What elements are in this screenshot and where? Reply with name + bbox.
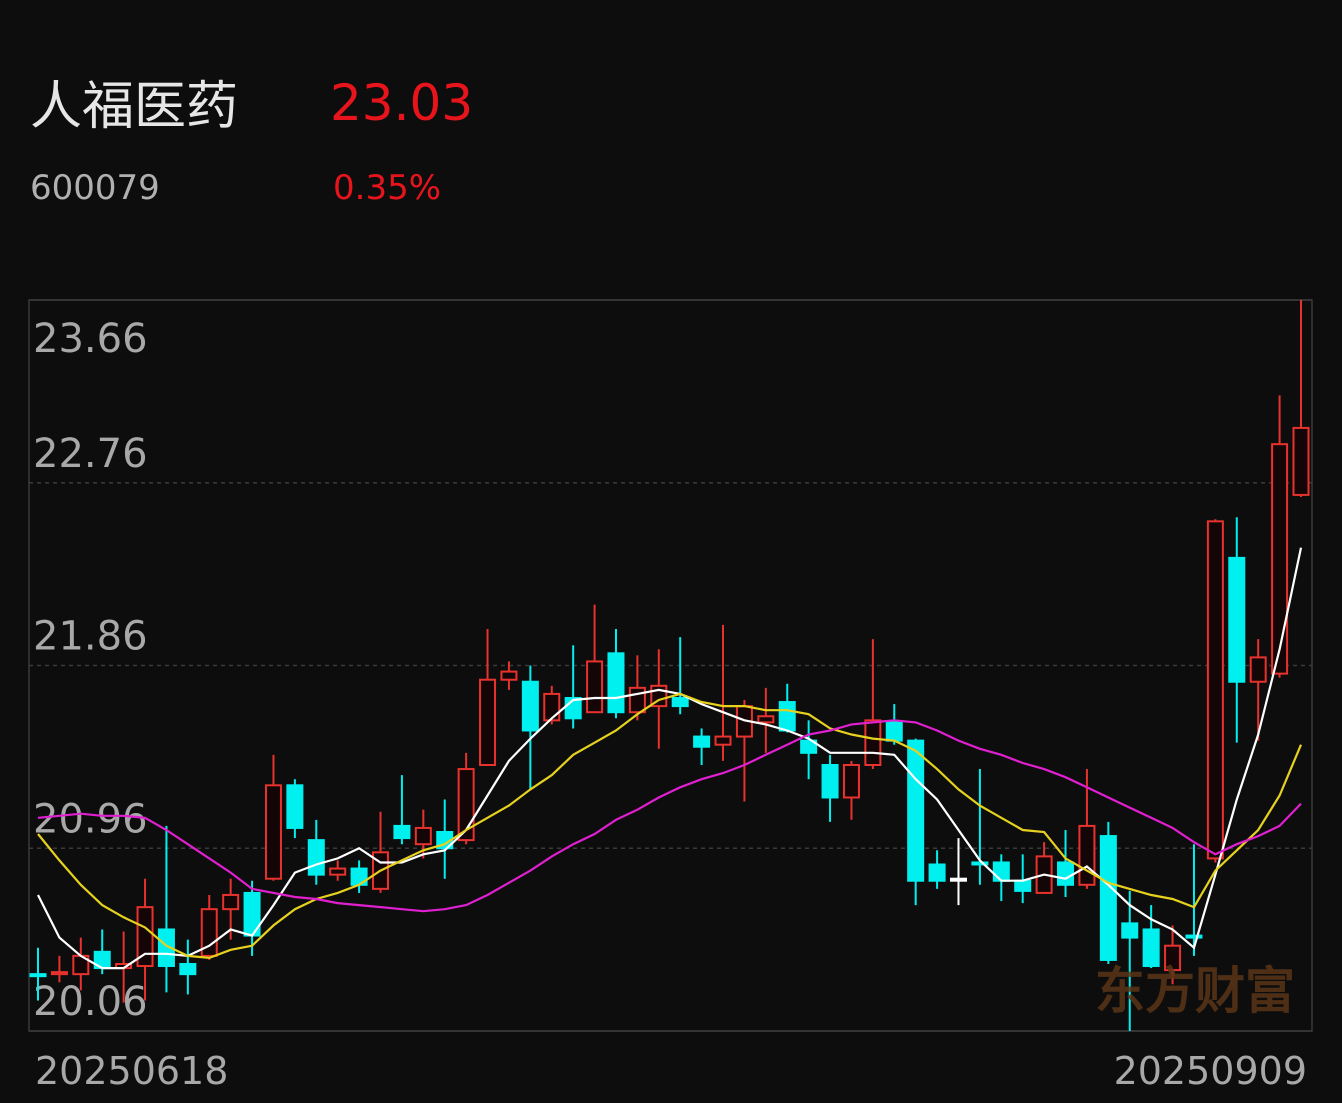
- candle-body: [1164, 944, 1182, 972]
- moving-average-line: [37, 719, 1302, 913]
- y-tick-label: 23.66: [33, 316, 148, 362]
- y-tick-label: 20.96: [33, 796, 148, 842]
- candle-body: [136, 906, 154, 968]
- candle-body: [393, 824, 411, 840]
- candle-body: [264, 784, 282, 880]
- x-tick-label: 20250909: [1114, 1049, 1307, 1093]
- candle-body: [907, 739, 925, 882]
- y-tick-label: 22.76: [33, 431, 148, 477]
- candle-body: [521, 680, 539, 732]
- candle-body: [157, 928, 175, 968]
- candle-body: [1014, 879, 1032, 892]
- moving-average-line: [37, 547, 1303, 970]
- candle-body: [928, 863, 946, 882]
- candle-body: [971, 861, 989, 866]
- candle-body: [29, 973, 47, 978]
- stock-name: 人福医药: [30, 77, 238, 137]
- candle-body: [992, 861, 1010, 882]
- candle-body: [864, 719, 882, 766]
- candle-body: [628, 686, 646, 714]
- candle-body: [1121, 922, 1139, 939]
- candle-body: [842, 763, 860, 799]
- candle-body: [286, 784, 304, 829]
- candle-body: [1057, 861, 1075, 886]
- candle-body: [1078, 824, 1096, 886]
- candle-body: [1142, 928, 1160, 968]
- candle-body: [1099, 835, 1117, 961]
- candle-body: [414, 826, 432, 846]
- candle-body: [307, 839, 325, 876]
- stock-price: 23.03: [330, 74, 473, 132]
- y-tick-label: 20.06: [33, 979, 148, 1025]
- candle-body: [50, 971, 68, 976]
- candle-body: [1185, 934, 1203, 939]
- candle-body: [586, 660, 604, 714]
- candle-body: [757, 715, 775, 724]
- candle-body: [714, 735, 732, 746]
- candle-body: [479, 678, 497, 766]
- candle-body: [1292, 426, 1310, 496]
- x-tick-label: 20250618: [35, 1049, 228, 1093]
- candle-body: [949, 877, 967, 882]
- candle-body: [329, 867, 347, 876]
- candle-body: [1271, 443, 1289, 675]
- candle-body: [1228, 556, 1246, 683]
- stock-code: 600079: [30, 168, 160, 208]
- candle-body: [778, 701, 796, 732]
- y-tick-label: 21.86: [33, 614, 148, 660]
- candle-body: [693, 735, 711, 748]
- candle-body: [1249, 656, 1267, 683]
- candle-body: [671, 696, 689, 708]
- candle-body: [543, 692, 561, 722]
- candle-body: [222, 893, 240, 911]
- candle-body: [1206, 520, 1224, 860]
- candle-body: [607, 652, 625, 714]
- candle-body: [179, 962, 197, 976]
- candle-body: [821, 763, 839, 799]
- price-change: 0.35%: [333, 168, 441, 208]
- candle-body: [500, 670, 518, 681]
- watermark: 东方财富: [1095, 962, 1295, 1020]
- candle-body: [800, 739, 818, 754]
- candle-body: [885, 721, 903, 742]
- moving-average-line: [37, 692, 1303, 960]
